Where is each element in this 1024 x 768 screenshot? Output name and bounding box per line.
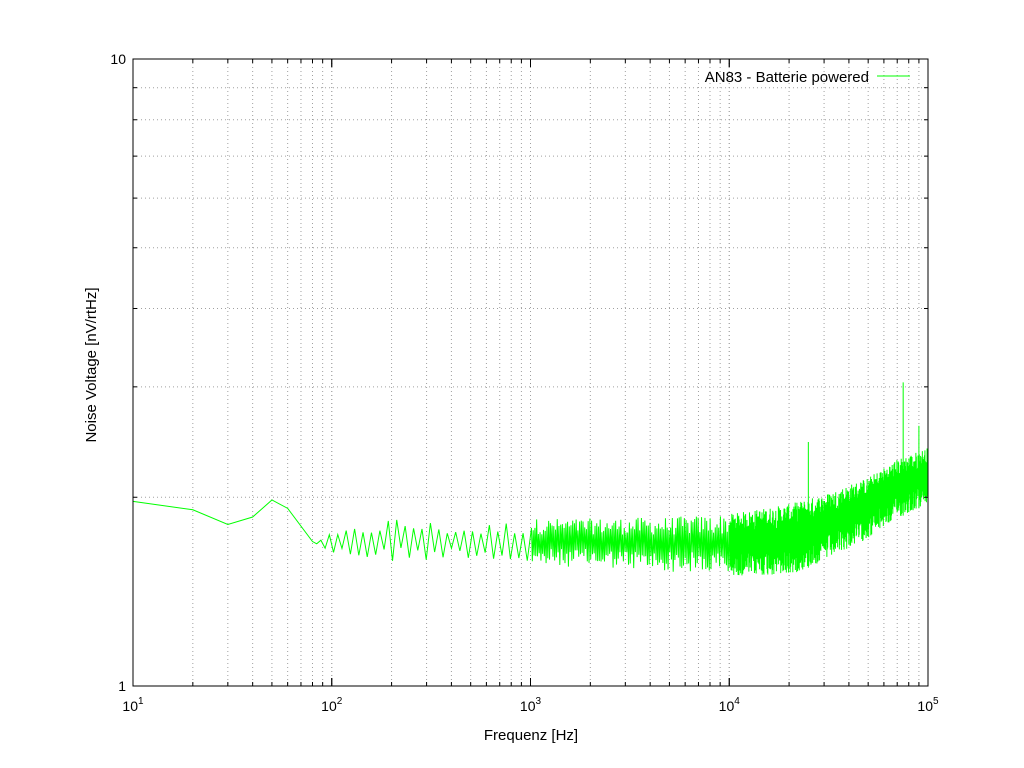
- x-tick-label: 105: [917, 696, 939, 714]
- legend: AN83 - Batterie powered: [705, 69, 910, 86]
- series-layer: [132, 382, 929, 576]
- grid: [133, 59, 928, 686]
- x-axis-label: Frequenz [Hz]: [484, 727, 578, 744]
- ticks: [132, 58, 929, 687]
- series-line: [132, 448, 929, 576]
- y-axis-label: Noise Voltage [nV/rtHz]: [83, 287, 100, 442]
- x-tick-label: 104: [719, 696, 741, 714]
- y-tick-label: 10: [110, 51, 126, 67]
- y-tick-label: 1: [118, 678, 126, 694]
- x-tick-label: 102: [321, 696, 343, 714]
- x-tick-label: 101: [122, 696, 144, 714]
- tick-labels: 101 102 103 104 105 1 10: [110, 51, 939, 714]
- legend-label: AN83 - Batterie powered: [705, 69, 869, 86]
- x-tick-label: 103: [520, 696, 542, 714]
